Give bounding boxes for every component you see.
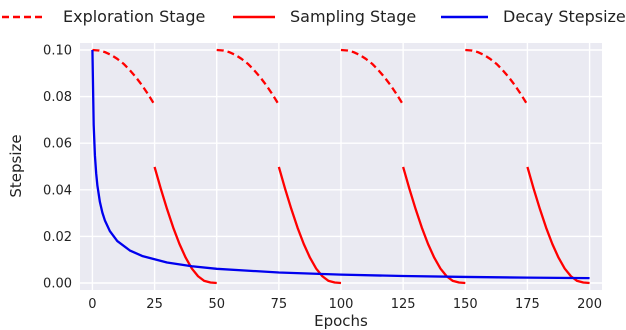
exploration-stage-line-3 (340, 48, 405, 106)
x-axis-label: Epochs (314, 312, 368, 330)
decay-stepsize-line-1 (91, 49, 590, 280)
x-tick-label: 50 (208, 297, 225, 312)
y-tick-label: 0.08 (43, 90, 72, 105)
legend-item-decay: Decay Stepsize (441, 7, 626, 26)
y-tick-label: 0.10 (43, 43, 72, 58)
y-axis-label: Stepsize (7, 134, 25, 197)
x-tick-label: 125 (391, 297, 416, 312)
legend: Exploration Stage Sampling Stage Decay S… (2, 7, 626, 26)
exploration-stage-line-1 (92, 48, 156, 106)
x-tick-label: 25 (146, 297, 163, 312)
sampling-stage-line-3 (402, 166, 466, 285)
y-axis-ticks: 0.00 0.02 0.04 0.06 0.08 0.10 (43, 43, 72, 291)
y-tick-label: 0.04 (43, 183, 72, 198)
exploration-stage-line-4 (465, 48, 529, 106)
y-tick-label: 0.00 (43, 277, 72, 292)
legend-label-exploration: Exploration Stage (63, 7, 205, 26)
x-tick-label: 200 (577, 297, 602, 312)
x-axis-ticks: 0 25 50 75 100 125 150 175 200 (88, 297, 602, 312)
y-tick-label: 0.06 (43, 137, 72, 152)
y-tick-label: 0.02 (43, 230, 72, 245)
plot-lines (91, 48, 590, 285)
x-tick-label: 0 (88, 297, 96, 312)
x-tick-label: 75 (271, 297, 288, 312)
legend-label-sampling: Sampling Stage (290, 7, 416, 26)
sampling-stage-line-4 (526, 166, 590, 285)
exploration-stage-line-2 (216, 48, 280, 106)
sampling-stage-line-1 (153, 166, 217, 285)
sampling-stage-line-2 (277, 166, 342, 285)
legend-item-sampling: Sampling Stage (233, 7, 416, 26)
legend-label-decay: Decay Stepsize (503, 7, 626, 26)
legend-item-exploration: Exploration Stage (2, 7, 205, 26)
x-tick-label: 100 (329, 297, 354, 312)
x-tick-label: 150 (453, 297, 478, 312)
x-tick-label: 175 (515, 297, 540, 312)
